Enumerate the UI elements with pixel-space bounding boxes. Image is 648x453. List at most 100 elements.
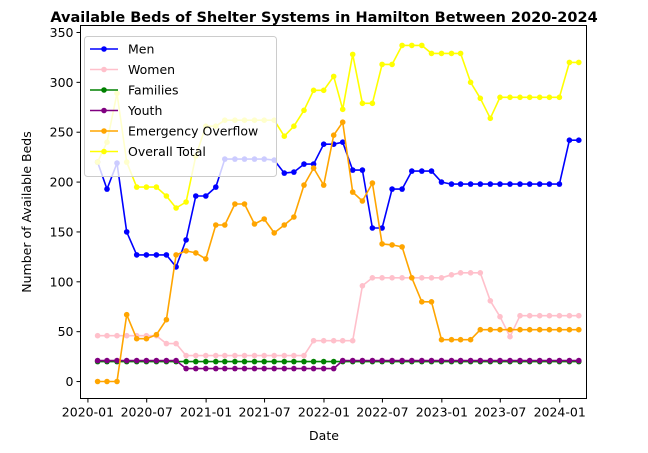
data-point xyxy=(261,358,268,365)
data-point xyxy=(379,225,385,231)
series-youth xyxy=(94,357,582,372)
data-point xyxy=(94,378,101,385)
data-point xyxy=(526,94,533,101)
data-point xyxy=(222,352,228,359)
data-point xyxy=(133,335,140,342)
data-point xyxy=(183,352,189,359)
data-point xyxy=(487,115,494,122)
data-point xyxy=(507,94,513,101)
data-point xyxy=(556,357,563,364)
data-point xyxy=(428,275,435,281)
data-point xyxy=(213,365,219,372)
legend-swatch-marker xyxy=(101,46,107,52)
data-point xyxy=(281,365,288,372)
data-point xyxy=(330,365,337,372)
data-point xyxy=(173,205,179,211)
data-point xyxy=(241,352,248,359)
data-point xyxy=(546,312,553,319)
data-point xyxy=(517,357,523,364)
legend-label: Families xyxy=(128,83,179,98)
data-point xyxy=(457,50,464,57)
data-point xyxy=(546,94,553,101)
data-point xyxy=(507,181,513,187)
data-point xyxy=(232,358,238,365)
data-point xyxy=(536,312,543,319)
data-point xyxy=(153,184,160,190)
data-point xyxy=(448,357,455,364)
legend: Men Women Families Youth Emergency Overflow O… xyxy=(84,36,277,177)
data-point xyxy=(251,365,258,372)
data-point xyxy=(251,352,258,359)
data-point xyxy=(104,357,110,364)
data-point xyxy=(232,365,238,372)
data-point xyxy=(163,193,170,199)
data-point xyxy=(320,182,327,188)
data-point xyxy=(526,312,533,319)
data-point xyxy=(566,326,573,333)
data-point xyxy=(203,256,209,262)
data-point xyxy=(310,161,317,167)
data-point xyxy=(213,184,219,190)
data-point xyxy=(349,189,356,195)
x-axis-label: Date xyxy=(309,428,339,443)
data-point xyxy=(133,357,140,364)
data-point xyxy=(566,59,573,66)
data-point xyxy=(419,168,425,174)
legend-box xyxy=(84,36,277,177)
y-tick-label: 250 xyxy=(50,125,74,140)
data-point xyxy=(419,42,425,49)
x-tick-label: 2022-07 xyxy=(356,405,408,420)
data-point xyxy=(281,222,288,228)
data-point xyxy=(556,181,563,187)
data-point xyxy=(487,357,494,364)
data-point xyxy=(517,312,523,319)
x-tick-label: 2020-01 xyxy=(62,405,114,420)
y-tick-label: 100 xyxy=(50,274,74,289)
data-point xyxy=(193,365,199,372)
data-point xyxy=(251,358,258,365)
data-point xyxy=(369,225,376,231)
data-point xyxy=(517,94,523,101)
data-point xyxy=(310,337,317,344)
data-point xyxy=(114,332,120,339)
data-point xyxy=(467,181,474,187)
data-point xyxy=(448,50,455,57)
data-point xyxy=(428,299,435,305)
data-point xyxy=(301,352,307,359)
data-point xyxy=(241,365,248,372)
data-point xyxy=(114,357,120,364)
data-point xyxy=(183,365,189,372)
data-point xyxy=(507,326,513,333)
data-point xyxy=(183,358,189,365)
data-point xyxy=(477,326,484,333)
legend-label: Overall Total xyxy=(128,144,206,159)
data-point xyxy=(497,313,503,320)
legend-label: Women xyxy=(128,62,175,77)
data-point xyxy=(438,336,445,343)
data-point xyxy=(339,119,346,125)
legend-entry-youth: Youth xyxy=(90,103,162,118)
data-point xyxy=(271,365,278,372)
data-point xyxy=(310,358,317,365)
data-point xyxy=(320,337,327,344)
data-point xyxy=(281,133,288,139)
data-point xyxy=(409,168,415,174)
data-point xyxy=(173,357,179,364)
data-point xyxy=(163,340,170,347)
legend-label: Youth xyxy=(127,103,162,118)
data-point xyxy=(301,182,307,188)
data-point xyxy=(183,248,189,254)
data-point xyxy=(301,365,307,372)
data-point xyxy=(123,311,130,318)
data-point xyxy=(310,365,317,372)
data-point xyxy=(291,169,297,175)
data-point xyxy=(133,252,140,258)
data-point xyxy=(438,357,445,364)
data-point xyxy=(556,326,563,333)
data-point xyxy=(566,137,573,143)
data-point xyxy=(487,298,494,304)
data-point xyxy=(497,181,503,187)
data-point xyxy=(222,358,228,365)
data-point xyxy=(349,167,356,173)
